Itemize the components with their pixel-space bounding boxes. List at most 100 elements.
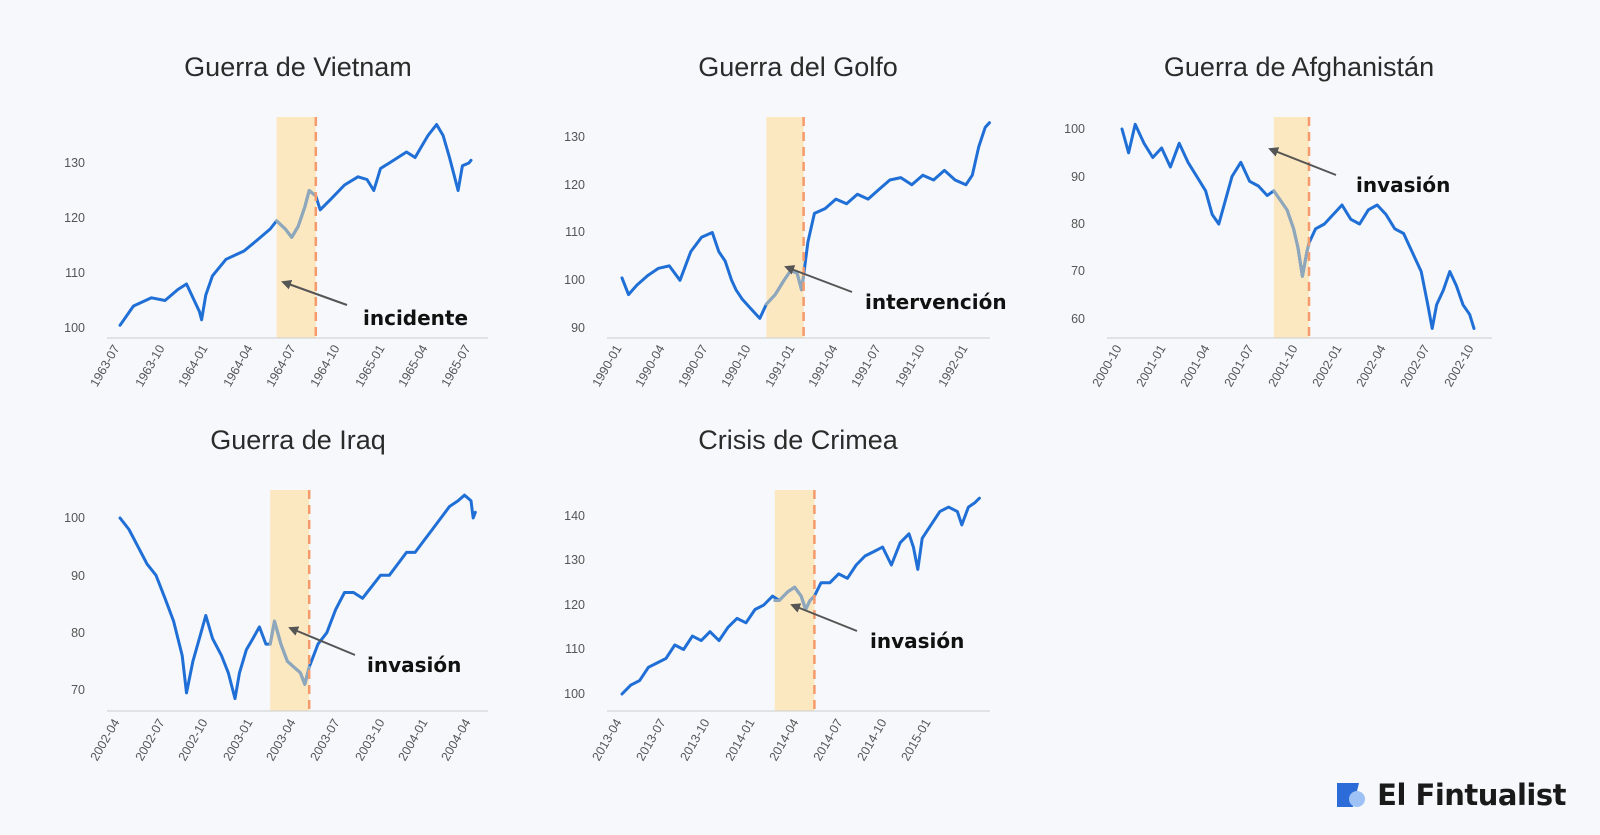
y-tick-label: 70 — [71, 683, 85, 697]
x-tick-label: 2014-10 — [855, 716, 890, 763]
annotation-label: incidente — [363, 306, 468, 330]
x-tick-label: 2001-10 — [1266, 342, 1301, 389]
y-tick-label: 90 — [571, 321, 585, 335]
x-tick-label: 2014-04 — [767, 716, 802, 763]
x-tick-label: 2001-04 — [1178, 342, 1213, 389]
x-tick-label: 1963-07 — [88, 342, 123, 389]
x-tick-label: 1964-04 — [221, 342, 256, 389]
x-tick-label: 2002-01 — [1310, 342, 1345, 389]
y-tick-label: 120 — [64, 211, 85, 225]
highlight-band — [766, 117, 804, 338]
y-tick-label: 130 — [564, 130, 585, 144]
chart-5: Crisis de Crimea 100 110 120 130 140 2013-04 20… — [564, 425, 990, 763]
x-tick-label: 2002-10 — [1442, 342, 1477, 389]
x-tick-label: 2013-07 — [634, 716, 669, 763]
y-tick-label: 130 — [564, 553, 585, 567]
highlight-series-line — [268, 619, 311, 686]
x-tick-label: 2001-01 — [1134, 342, 1169, 389]
highlight-series-line — [275, 189, 318, 239]
x-tick-label: 2002-04 — [1354, 342, 1389, 389]
chart-title: Crisis de Crimea — [698, 425, 899, 455]
x-tick-label: 1990-01 — [590, 342, 625, 389]
y-tick-label: 60 — [1071, 312, 1085, 326]
y-tick-label: 110 — [565, 225, 585, 239]
x-tick-label: 1991-01 — [763, 342, 798, 389]
y-tick-label: 90 — [71, 569, 85, 583]
y-tick-label: 80 — [71, 626, 85, 640]
x-tick-label: 1990-07 — [676, 342, 711, 389]
highlight-series-line — [773, 585, 816, 611]
x-tick-label: 1965-01 — [353, 342, 388, 389]
y-tick-label: 90 — [1071, 170, 1085, 184]
x-tick-label: 2002-07 — [1398, 342, 1433, 389]
x-tick-label: 2003-07 — [308, 716, 343, 763]
x-tick-label: 1965-04 — [396, 342, 431, 389]
y-tick-label: 70 — [1071, 264, 1085, 278]
highlight-band — [1273, 117, 1309, 338]
annotation-arrow — [288, 626, 356, 656]
chart-title: Guerra de Afghanistán — [1164, 52, 1434, 82]
x-tick-label: 2002-07 — [133, 716, 168, 763]
x-tick-label: 1965-07 — [439, 342, 474, 389]
annotation-arrow — [281, 280, 348, 306]
brand-name: El Fintualist — [1377, 778, 1566, 812]
y-tick-label: 100 — [1064, 122, 1085, 136]
chart-title: Guerra de Iraq — [210, 425, 386, 455]
x-tick-label: 1964-10 — [308, 342, 343, 389]
x-tick-label: 1991-04 — [806, 342, 841, 389]
annotation-arrow — [790, 603, 858, 632]
annotation-arrow — [784, 265, 853, 293]
series-line — [118, 123, 473, 327]
x-tick-label: 1964-01 — [176, 342, 211, 389]
x-tick-label: 2003-10 — [353, 716, 388, 763]
x-tick-label: 1991-07 — [849, 342, 884, 389]
x-tick-label: 2003-04 — [264, 716, 299, 763]
y-tick-label: 110 — [65, 266, 85, 280]
x-tick-label: 2000-10 — [1090, 342, 1125, 389]
x-tick-label: 1963-10 — [133, 342, 168, 389]
x-tick-label: 2015-01 — [899, 716, 934, 763]
y-tick-label: 100 — [64, 321, 85, 335]
annotation-arrow — [1268, 147, 1337, 176]
x-tick-label: 2001-07 — [1222, 342, 1257, 389]
y-tick-label: 130 — [64, 156, 85, 170]
x-tick-label: 1991-10 — [893, 342, 928, 389]
annotation-label: invasión — [367, 653, 461, 677]
chart-title: Guerra del Golfo — [698, 52, 898, 82]
x-tick-label: 2014-07 — [811, 716, 846, 763]
chart-3: Guerra de Afghanistán 60 70 80 90 100 2000-10 2… — [1064, 52, 1492, 389]
x-tick-label: 2013-10 — [678, 716, 713, 763]
x-tick-label: 2014-01 — [723, 716, 758, 763]
annotation-label: invasión — [870, 629, 964, 653]
y-tick-label: 120 — [564, 598, 585, 612]
y-tick-label: 110 — [565, 642, 585, 656]
chart-1: Guerra de Vietnam 100 110 120 130 1963-07 1963… — [64, 52, 488, 389]
highlight-band — [774, 490, 815, 711]
highlight-band — [270, 490, 310, 711]
x-tick-label: 1992-01 — [936, 342, 971, 389]
fintual-logo-icon — [1337, 783, 1366, 807]
annotation-label: invasión — [1356, 173, 1450, 197]
highlight-series-line — [1272, 189, 1311, 278]
y-tick-label: 120 — [564, 178, 585, 192]
x-tick-label: 2004-04 — [439, 716, 474, 763]
y-tick-label: 140 — [564, 509, 585, 523]
x-tick-label: 2013-04 — [590, 716, 625, 763]
brand-logo: El Fintualist — [1333, 775, 1566, 815]
x-tick-label: 1964-07 — [264, 342, 299, 389]
y-tick-label: 100 — [564, 273, 585, 287]
x-tick-label: 2002-04 — [88, 716, 123, 763]
chart-title: Guerra de Vietnam — [184, 52, 412, 82]
annotation-label: intervención — [865, 290, 1007, 314]
x-tick-label: 1990-10 — [719, 342, 754, 389]
y-tick-label: 100 — [564, 687, 585, 701]
y-tick-label: 100 — [64, 511, 85, 525]
x-tick-label: 2002-10 — [176, 716, 211, 763]
x-tick-label: 2004-01 — [396, 716, 431, 763]
x-tick-label: 1990-04 — [633, 342, 668, 389]
y-tick-label: 80 — [1071, 217, 1085, 231]
x-tick-label: 2003-01 — [221, 716, 256, 763]
